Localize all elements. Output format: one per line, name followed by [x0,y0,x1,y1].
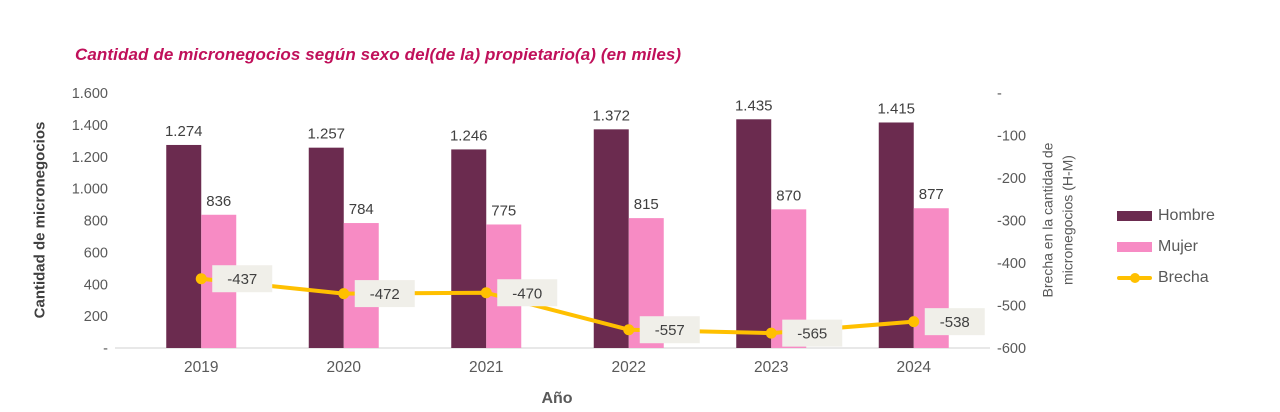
legend-label-brecha: Brecha [1158,269,1209,286]
right-axis-tick-label: -600 [997,341,1026,357]
x-tick-label: 2023 [754,359,788,376]
bar-value-label: 1.415 [877,100,915,117]
line-value-label: -470 [512,285,542,302]
bar-hombre-2022[interactable] [593,129,629,348]
line-value-label-box [639,316,700,344]
legend-swatch-hombre [1117,211,1152,221]
left-axis-tick-label: 1.400 [72,118,108,134]
legend-label-mujer: Mujer [1158,238,1199,255]
x-axis-title: Año [541,390,573,407]
line-value-label-box [497,279,558,307]
line-value-label: -557 [655,322,685,339]
x-tick-label: 2022 [612,359,646,376]
bar-value-label: 1.435 [735,97,773,114]
legend: Hombre Mujer Brecha [1117,207,1215,287]
left-axis-tick-label: 400 [84,277,108,293]
line-value-label: -565 [797,326,827,343]
right-axis-tick-label: -400 [997,256,1026,272]
left-axis-tick-label: 1.000 [72,182,108,198]
x-tick-label: 2024 [897,359,932,376]
line-value-label-box [212,265,273,293]
right-axis-tick-label: -300 [997,214,1026,230]
right-axis-tick-label: -200 [997,171,1026,187]
bar-hombre-2021[interactable] [451,149,487,348]
bar-value-label: 784 [349,201,374,218]
x-tick-label: 2021 [469,359,503,376]
left-axis-tick-label: 600 [84,245,108,261]
x-tick-label: 2020 [327,359,362,376]
legend-item-brecha[interactable]: Brecha [1117,269,1215,287]
line-marker-brecha-2020[interactable] [338,288,350,300]
x-tick-label: 2019 [184,359,218,376]
line-marker-brecha-2022[interactable] [623,324,635,336]
line-marker-brecha-2023[interactable] [765,327,777,339]
right-axis-tick-label: -100 [997,129,1026,145]
legend-item-hombre[interactable]: Hombre [1117,207,1215,225]
line-value-label: -538 [940,314,970,331]
bar-hombre-2024[interactable] [878,122,914,348]
line-marker-brecha-2019[interactable] [195,273,207,285]
bar-value-label: 877 [919,186,944,203]
right-axis-tick-label: -500 [997,299,1026,315]
right-axis-tick-label: - [997,86,1002,102]
line-marker-brecha-2021[interactable] [480,287,492,299]
left-axis-tick-label: - [103,341,108,357]
bar-value-label: 1.372 [592,107,630,124]
bar-value-label: 836 [206,193,231,210]
line-value-label: -472 [370,286,400,303]
line-marker-brecha-2024[interactable] [908,316,920,328]
line-value-label: -437 [227,271,257,288]
line-value-label-box [354,280,415,308]
left-axis-tick-label: 200 [84,309,108,325]
line-value-label-box [782,319,843,347]
chart-title: Cantidad de micronegocios según sexo del… [75,45,682,64]
line-value-label-box [924,308,985,336]
legend-swatch-brecha [1117,276,1152,280]
bar-value-label: 775 [491,202,516,219]
bar-hombre-2019[interactable] [166,144,202,348]
bar-value-label: 1.257 [307,126,345,143]
bar-value-label: 815 [634,196,659,213]
legend-item-mujer[interactable]: Mujer [1117,238,1215,256]
bar-value-label: 1.274 [165,123,203,140]
bar-hombre-2020[interactable] [308,147,344,348]
legend-label-hombre: Hombre [1158,207,1215,224]
bar-hombre-2023[interactable] [736,119,772,348]
left-axis-tick-label: 1.600 [72,86,108,102]
legend-swatch-mujer [1117,242,1152,252]
left-axis-tick-label: 1.200 [72,150,108,166]
left-axis-tick-label: 800 [84,214,108,230]
bar-value-label: 870 [776,187,801,204]
bar-value-label: 1.246 [450,127,488,144]
